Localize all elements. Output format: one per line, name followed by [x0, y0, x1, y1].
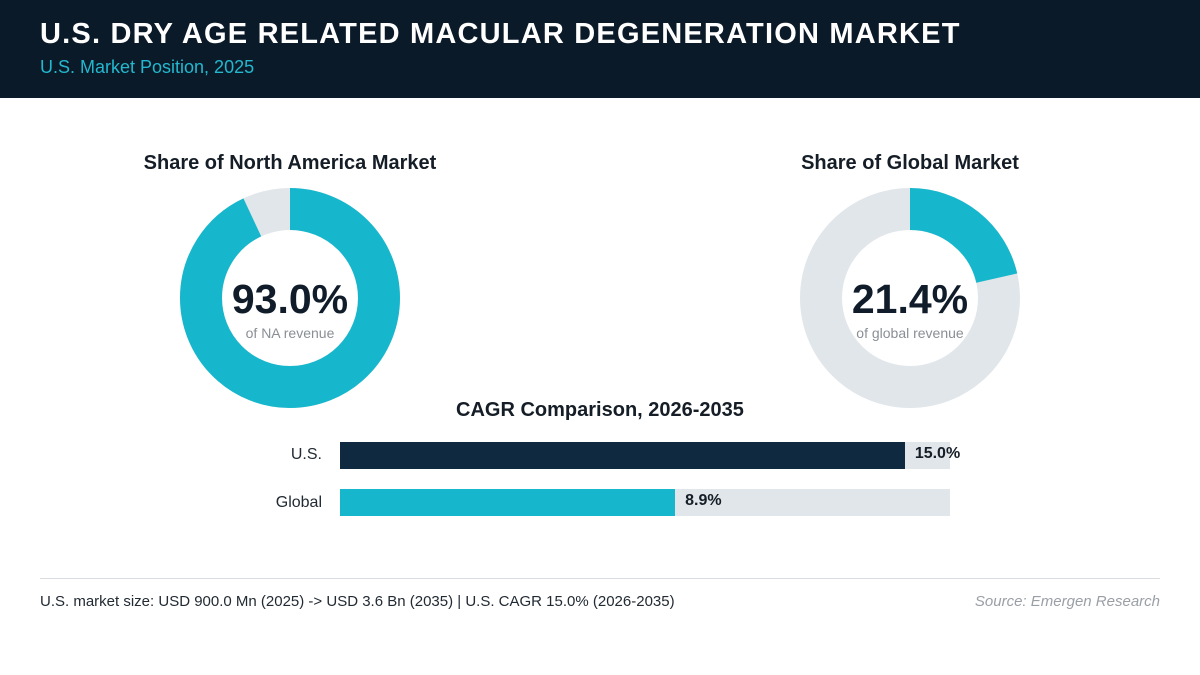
- bar-label-global: Global: [275, 494, 322, 511]
- page-title: U.S. DRY AGE RELATED MACULAR DEGENERATIO…: [40, 18, 961, 50]
- bar-us: [340, 442, 905, 469]
- market-size-note: U.S. market size: USD 900.0 Mn (2025) ->…: [40, 593, 675, 610]
- bar-track-us: [340, 442, 950, 469]
- bar-track-global: [340, 489, 950, 516]
- na-share-value: 93.0%: [231, 276, 349, 322]
- source-credit: Source: Emergen Research: [974, 593, 1160, 610]
- global-share-donut: [800, 188, 1020, 408]
- bar-value-us: 15.0%: [914, 445, 961, 462]
- cagr-chart-title: CAGR Comparison, 2026-2035: [456, 399, 744, 421]
- na-share-caption: of NA revenue: [245, 325, 335, 341]
- na-donut-segment-us: [180, 188, 400, 408]
- bar-global: [340, 489, 676, 516]
- footer-divider: [40, 578, 1160, 579]
- bar-label-us: U.S.: [290, 446, 322, 463]
- na-share-title: Share of North America Market: [143, 152, 437, 174]
- global-donut-segment-us: [800, 188, 1020, 408]
- na-share-donut: [180, 188, 400, 408]
- global-share-caption: of global revenue: [856, 325, 964, 341]
- global-share-value: 21.4%: [851, 276, 969, 322]
- page-subtitle: U.S. Market Position, 2025: [40, 57, 255, 77]
- global-share-title: Share of Global Market: [801, 152, 1019, 174]
- bar-value-global: 8.9%: [685, 492, 722, 509]
- header-banner: U.S. DRY AGE RELATED MACULAR DEGENERATIO…: [0, 0, 1200, 98]
